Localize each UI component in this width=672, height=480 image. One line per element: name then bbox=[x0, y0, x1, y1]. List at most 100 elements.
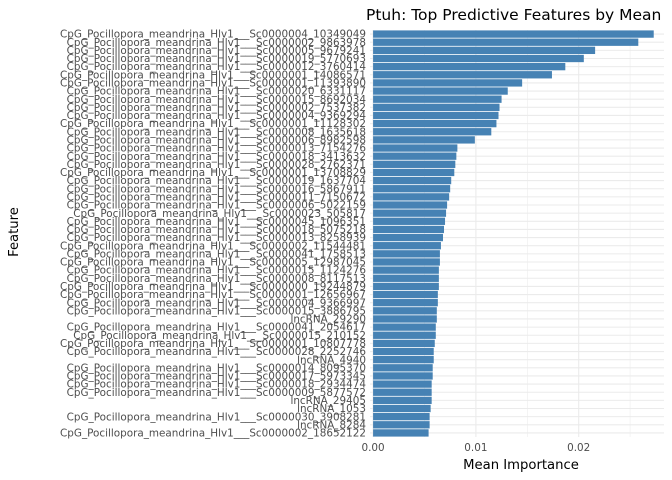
bar bbox=[373, 62, 566, 71]
bar bbox=[373, 225, 445, 234]
y-tick-label: CpG_Pocillopora_meandrina_Hlv1___Sc00000… bbox=[67, 45, 366, 57]
y-tick-label: CpG_Pocillopora_meandrina_Hlv1___Sc00000… bbox=[67, 53, 366, 65]
y-tick-label: CpG_Pocillopora_meandrina_Hlv1___Sc00000… bbox=[73, 208, 366, 220]
bar bbox=[373, 136, 475, 144]
y-tick-label: CpG_Pocillopora_meandrina_Hlv1___Sc00000… bbox=[67, 411, 366, 423]
y-tick-label: CpG_Pocillopora_meandrina_Hlv1___Sc00000… bbox=[60, 240, 366, 252]
bar bbox=[373, 217, 446, 225]
bar bbox=[373, 144, 458, 152]
y-tick-label: CpG_Pocillopora_meandrina_Hlv1___Sc00000… bbox=[67, 371, 366, 383]
bar bbox=[373, 176, 452, 185]
x-axis-title: Mean Importance bbox=[463, 458, 579, 473]
y-tick-label: CpG_Pocillopora_meandrina_Hlv1___Sc00000… bbox=[67, 387, 366, 399]
x-tick-label: 0.02 bbox=[567, 442, 590, 454]
bar bbox=[373, 168, 455, 177]
y-tick-label: CpG_Pocillopora_meandrina_Hlv1___Sc00000… bbox=[67, 216, 366, 228]
y-axis-title: Feature bbox=[7, 207, 22, 257]
x-tick-labels: 0.00 0.01 0.02 bbox=[362, 442, 591, 454]
bar bbox=[373, 323, 436, 331]
y-tick-label: CpG_Pocillopora_meandrina_Hlv1___Sc00000… bbox=[60, 338, 366, 350]
bar bbox=[373, 233, 443, 242]
bar bbox=[373, 282, 439, 291]
chart-title: Ptuh: Top Predictive Features by Mean bbox=[366, 6, 661, 24]
y-tick-label: CpG_Pocillopora_meandrina_Hlv1___Sc00000… bbox=[60, 428, 366, 440]
y-tick-label: CpG_Pocillopora_meandrina_Hlv1___Sc00000… bbox=[67, 346, 366, 358]
y-tick-label: lncRNA_8284 bbox=[297, 419, 366, 431]
y-tick-label: CpG_Pocillopora_meandrina_Hlv1___Sc00000… bbox=[67, 151, 366, 163]
bar bbox=[373, 128, 492, 136]
y-tick-label: CpG_Pocillopora_meandrina_Hlv1___Sc00000… bbox=[67, 110, 367, 122]
bar bbox=[373, 364, 433, 372]
bar bbox=[373, 71, 552, 79]
y-tick-label: CpG_Pocillopora_meandrina_Hlv1___Sc00000… bbox=[67, 94, 367, 106]
y-tick-label: CpG_Pocillopora_meandrina_Hlv1___Sc00000… bbox=[60, 289, 366, 301]
y-tick-label: CpG_Pocillopora_meandrina_Hlv1___Sc00000… bbox=[60, 69, 366, 81]
y-tick-label: CpG_Pocillopora_meandrina_Hlv1___Sc00000… bbox=[67, 265, 366, 277]
y-tick-label: lncRNA_29405 bbox=[290, 395, 366, 407]
bar bbox=[373, 54, 584, 63]
y-tick-label: CpG_Pocillopora_meandrina_Hlv1___Sc00000… bbox=[67, 126, 366, 138]
bar bbox=[373, 46, 596, 55]
bar bbox=[373, 315, 437, 323]
bar bbox=[373, 421, 430, 429]
y-tick-label: lncRNA_29290 bbox=[290, 314, 366, 326]
bar bbox=[373, 258, 440, 266]
y-tick-labels: CpG_Pocillopora_meandrina_Hlv1___Sc00000… bbox=[60, 29, 366, 440]
bar bbox=[373, 380, 432, 388]
y-tick-label: CpG_Pocillopora_meandrina_Hlv1___Sc00000… bbox=[67, 86, 366, 98]
y-tick-label: CpG_Pocillopora_meandrina_Hlv1___Sc00000… bbox=[67, 102, 366, 114]
bar bbox=[373, 290, 438, 299]
y-tick-label: CpG_Pocillopora_meandrina_Hlv1___Sc00000… bbox=[60, 167, 366, 179]
bar bbox=[373, 30, 654, 38]
y-tick-label: CpG_Pocillopora_meandrina_Hlv1___Sc00000… bbox=[67, 183, 366, 195]
x-tick-label: 0.01 bbox=[464, 442, 487, 454]
y-tick-label: CpG_Pocillopora_meandrina_Hlv1___Sc00000… bbox=[60, 281, 366, 293]
bar bbox=[373, 87, 508, 95]
y-tick-label: CpG_Pocillopora_meandrina_Hlv1___Sc00000… bbox=[67, 200, 366, 212]
bar bbox=[373, 111, 499, 120]
y-tick-label: CpG_Pocillopora_meandrina_Hlv1___Sc00000… bbox=[67, 191, 366, 203]
bar bbox=[373, 185, 451, 193]
bars bbox=[373, 30, 654, 437]
bar bbox=[373, 299, 438, 307]
bar bbox=[373, 250, 440, 258]
y-tick-label: CpG_Pocillopora_meandrina_Hlv1___Sc00000… bbox=[67, 322, 366, 334]
bar bbox=[373, 79, 523, 87]
y-tick-label: lncRNA_4940 bbox=[297, 354, 366, 366]
bar bbox=[373, 266, 439, 274]
y-tick-label: CpG_Pocillopora_meandrina_Hlv1___Sc00000… bbox=[60, 118, 366, 130]
bar bbox=[373, 347, 434, 356]
y-tick-label: CpG_Pocillopora_meandrina_Hlv1___Sc00000… bbox=[67, 175, 367, 187]
y-tick-label: CpG_Pocillopora_meandrina_Hlv1___Sc00000… bbox=[67, 143, 366, 155]
y-tick-label: CpG_Pocillopora_meandrina_Hlv1___Sc00000… bbox=[67, 61, 367, 73]
bar bbox=[373, 201, 448, 209]
bar bbox=[373, 38, 639, 46]
y-tick-label: CpG_Pocillopora_meandrina_Hlv1___Sc00000… bbox=[67, 273, 366, 285]
y-tick-label: CpG_Pocillopora_meandrina_Hlv1___Sc00000… bbox=[60, 29, 366, 41]
y-tick-label: CpG_Pocillopora_meandrina_Hlv1___Sc00000… bbox=[67, 362, 366, 374]
y-tick-label: CpG_Pocillopora_meandrina_Hlv1___Sc00000… bbox=[67, 305, 366, 317]
y-tick-label: CpG_Pocillopora_meandrina_Hlv1___Sc00000… bbox=[67, 379, 367, 391]
bar bbox=[373, 242, 441, 250]
bar bbox=[373, 429, 429, 437]
y-tick-label: CpG_Pocillopora_meandrina_Hlv1___Sc00000… bbox=[60, 257, 366, 269]
bar bbox=[373, 404, 431, 413]
y-tick-label: CpG_Pocillopora_meandrina_Hlv1___Sc00000… bbox=[67, 159, 366, 171]
bar bbox=[373, 209, 447, 217]
x-tick-label: 0.00 bbox=[362, 442, 385, 454]
y-tick-label: CpG_Pocillopora_meandrina_Hlv1___Sc00000… bbox=[60, 78, 366, 90]
bar bbox=[373, 119, 497, 128]
bar bbox=[373, 152, 457, 160]
bar bbox=[373, 307, 437, 315]
bar bbox=[373, 412, 430, 421]
bar bbox=[373, 193, 450, 201]
bar bbox=[373, 103, 500, 111]
y-tick-label: CpG_Pocillopora_meandrina_Hlv1___Sc00000… bbox=[67, 248, 366, 260]
bar bbox=[373, 388, 432, 396]
bar bbox=[373, 356, 434, 364]
bar bbox=[373, 95, 502, 103]
bar bbox=[373, 160, 456, 168]
bar bbox=[373, 396, 432, 405]
y-tick-label: CpG_Pocillopora_meandrina_Hlv1___Sc00000… bbox=[67, 232, 366, 244]
